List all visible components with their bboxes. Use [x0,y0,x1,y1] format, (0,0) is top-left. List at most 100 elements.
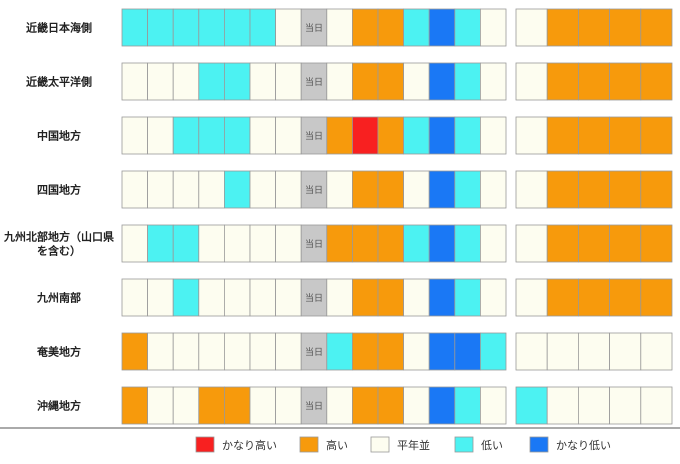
legend-swatch [370,436,390,453]
daily-cell [147,8,174,47]
extended-cell [640,332,673,371]
extended-cell [515,62,548,101]
daily-cell [351,386,379,425]
daily-cell [223,278,251,317]
daily-cell [147,116,174,155]
today-label: 当日 [305,346,323,358]
daily-cell [377,8,405,47]
daily-cell [198,278,225,317]
daily-cell [326,116,353,155]
daily-cell [223,62,251,101]
daily-cell [428,332,456,371]
extended-cell [609,386,642,425]
daily-cell [249,332,277,371]
daily-cell [479,62,507,101]
daily-cell [403,224,430,263]
today-cell [300,278,328,317]
region-row: 奄美地方 当日 [36,332,673,371]
daily-cell [454,170,481,209]
daily-cell [428,278,456,317]
extended-cell [609,62,642,101]
daily-cell [147,332,174,371]
daily-cell [479,116,507,155]
daily-cell [428,170,456,209]
daily-cell [275,62,302,101]
legend-swatch [529,436,549,453]
daily-cell [147,62,174,101]
legend-label: かなり低い [556,439,611,452]
daily-cell [121,8,149,47]
legend-swatch [454,436,474,453]
daily-cell [326,332,353,371]
daily-cell [326,386,353,425]
daily-cell [121,62,149,101]
daily-cell [377,224,405,263]
daily-cell [275,332,302,371]
daily-cell [377,116,405,155]
daily-cell [275,8,302,47]
extended-cell [546,170,579,209]
daily-cell [479,278,507,317]
extended-cell [515,278,548,317]
daily-cell [249,386,277,425]
today-label: 当日 [305,76,323,88]
legend-label: 高い [326,438,348,452]
today-cell [300,332,328,371]
daily-cell [121,116,149,155]
daily-cell [377,62,405,101]
daily-cell [454,386,481,425]
extended-cell [515,116,548,155]
daily-cell [172,116,200,155]
daily-cell [428,386,456,425]
today-cell [300,224,328,263]
daily-cell [275,116,302,155]
daily-cell [198,332,225,371]
daily-cell [147,386,174,425]
daily-cell [479,224,507,263]
daily-cell [147,170,174,209]
extended-cell [578,278,611,317]
extended-cell [640,278,673,317]
extended-cell [546,116,579,155]
daily-cell [351,170,379,209]
daily-cell [479,170,507,209]
region-label: 近畿太平洋側 [26,75,92,89]
legend-swatch [195,436,215,453]
daily-cell [249,224,277,263]
daily-cell [351,62,379,101]
region-row: 近畿日本海側 当日 [26,8,673,47]
extended-cell [578,224,611,263]
region-row: 沖縄地方 当日 [37,386,673,425]
legend-swatch [299,436,319,453]
region-label: 奄美地方 [36,345,81,359]
region-row: 九州南部 当日 [36,278,673,317]
daily-cell [172,332,200,371]
daily-cell [351,332,379,371]
legend-label: 低い [481,439,503,452]
daily-cell [351,224,379,263]
daily-cell [223,170,251,209]
extended-cell [578,116,611,155]
extended-cell [546,224,579,263]
daily-cell [403,278,430,317]
daily-cell [326,278,353,317]
region-label: 沖縄地方 [37,399,81,413]
daily-cell [428,116,456,155]
daily-cell [351,116,379,155]
region-row: 四国地方 当日 [37,170,673,209]
region-label: 九州南部 [36,291,81,305]
daily-cell [121,386,149,425]
extended-cell [578,332,611,371]
daily-cell [377,170,405,209]
daily-cell [454,62,481,101]
extended-cell [609,278,642,317]
region-label: 四国地方 [37,183,81,197]
extended-cell [515,170,548,209]
extended-cell [546,386,579,425]
daily-cell [326,170,353,209]
extended-cell [609,8,642,47]
extended-cell [515,224,548,263]
